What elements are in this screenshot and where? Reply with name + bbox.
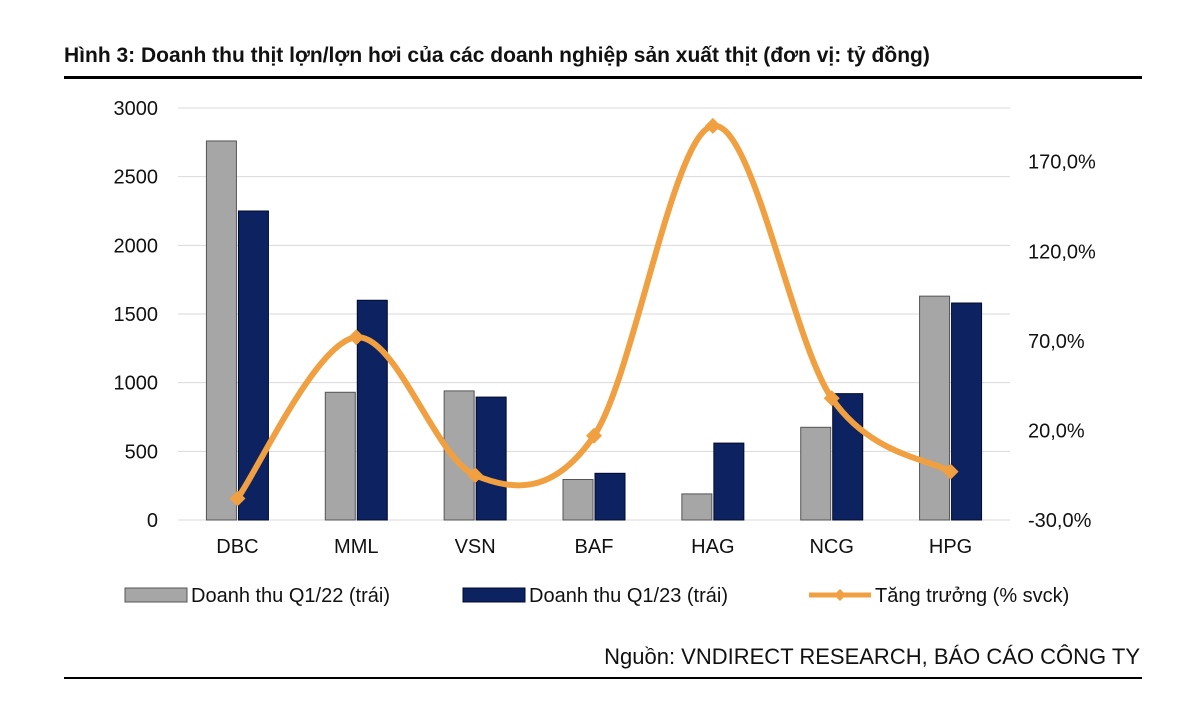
growth-point-vsn bbox=[467, 467, 484, 484]
left-axis: 0 500 1000 1500 2000 2500 3000 bbox=[114, 98, 159, 532]
y-right-tick-label: 120,0% bbox=[1028, 241, 1096, 263]
y-left-tick-label: 2000 bbox=[114, 235, 159, 257]
footer-rule bbox=[64, 677, 1142, 679]
right-axis: -30,0% 20,0% 70,0% 120,0% 170,0% bbox=[1028, 152, 1096, 532]
bar-mml-1 bbox=[324, 391, 356, 521]
x-tick-label: HAG bbox=[691, 536, 734, 558]
x-tick-label: BAF bbox=[575, 536, 614, 558]
x-tick-label: MML bbox=[334, 536, 378, 558]
x-tick-label: NCG bbox=[809, 536, 853, 558]
growth-point-baf bbox=[586, 427, 602, 444]
x-tick-label: HPG bbox=[929, 536, 972, 558]
chart-title: Hình 3: Doanh thu thịt lợn/lợn hơi của c… bbox=[64, 44, 930, 67]
bar-vsn-2 bbox=[475, 396, 507, 521]
legend-label-2: Doanh thu Q1/23 (trái) bbox=[529, 585, 728, 607]
growth-point-dbc bbox=[229, 490, 246, 507]
bar-hpg-1 bbox=[919, 295, 951, 521]
legend-marker bbox=[834, 589, 846, 601]
y-right-tick-label: 70,0% bbox=[1028, 331, 1085, 353]
legend: Doanh thu Q1/22 (trái) Doanh thu Q1/23 (t… bbox=[124, 585, 1069, 607]
x-axis: DBC MML VSN BAF HAG NCG HPG bbox=[216, 536, 972, 558]
legend-swatch-1 bbox=[124, 587, 188, 603]
growth-line bbox=[229, 117, 959, 507]
bar-mml-2 bbox=[356, 299, 388, 521]
bar-hag-2 bbox=[713, 442, 745, 521]
y-right-tick-label: -30,0% bbox=[1028, 510, 1092, 532]
bar-ncg-1 bbox=[800, 426, 832, 521]
bar-hpg-2 bbox=[951, 302, 983, 521]
legend-label-1: Doanh thu Q1/22 (trái) bbox=[191, 585, 390, 607]
bar-ncg-2 bbox=[832, 393, 864, 521]
y-left-tick-label: 2500 bbox=[114, 167, 159, 189]
x-tick-label: DBC bbox=[216, 536, 258, 558]
y-left-tick-label: 1000 bbox=[114, 373, 159, 395]
x-tick-label: VSN bbox=[455, 536, 496, 558]
title-rule bbox=[64, 76, 1142, 79]
bars bbox=[205, 140, 983, 521]
y-left-tick-label: 500 bbox=[125, 441, 158, 463]
y-right-tick-label: 170,0% bbox=[1028, 152, 1096, 174]
y-right-tick-label: 20,0% bbox=[1028, 420, 1085, 442]
bar-dbc-1 bbox=[205, 140, 237, 521]
growth-point-hpg bbox=[942, 463, 959, 480]
legend-swatch-2 bbox=[462, 587, 526, 603]
y-left-tick-label: 3000 bbox=[114, 98, 159, 120]
bar-baf-1 bbox=[562, 478, 594, 521]
legend-label-3: Tăng trưởng (% svck) bbox=[875, 585, 1069, 607]
bar-hag-1 bbox=[681, 493, 713, 521]
y-left-tick-label: 0 bbox=[147, 510, 158, 532]
y-left-tick-label: 1500 bbox=[114, 304, 159, 326]
growth-point-mml bbox=[348, 329, 365, 346]
bar-baf-2 bbox=[594, 472, 626, 521]
source-note: Nguồn: VNDIRECT RESEARCH, BÁO CÁO CÔNG T… bbox=[604, 644, 1140, 669]
growth-point-ncg bbox=[823, 390, 840, 407]
grid-lines bbox=[178, 107, 1010, 521]
growth-point-hag bbox=[704, 117, 721, 134]
